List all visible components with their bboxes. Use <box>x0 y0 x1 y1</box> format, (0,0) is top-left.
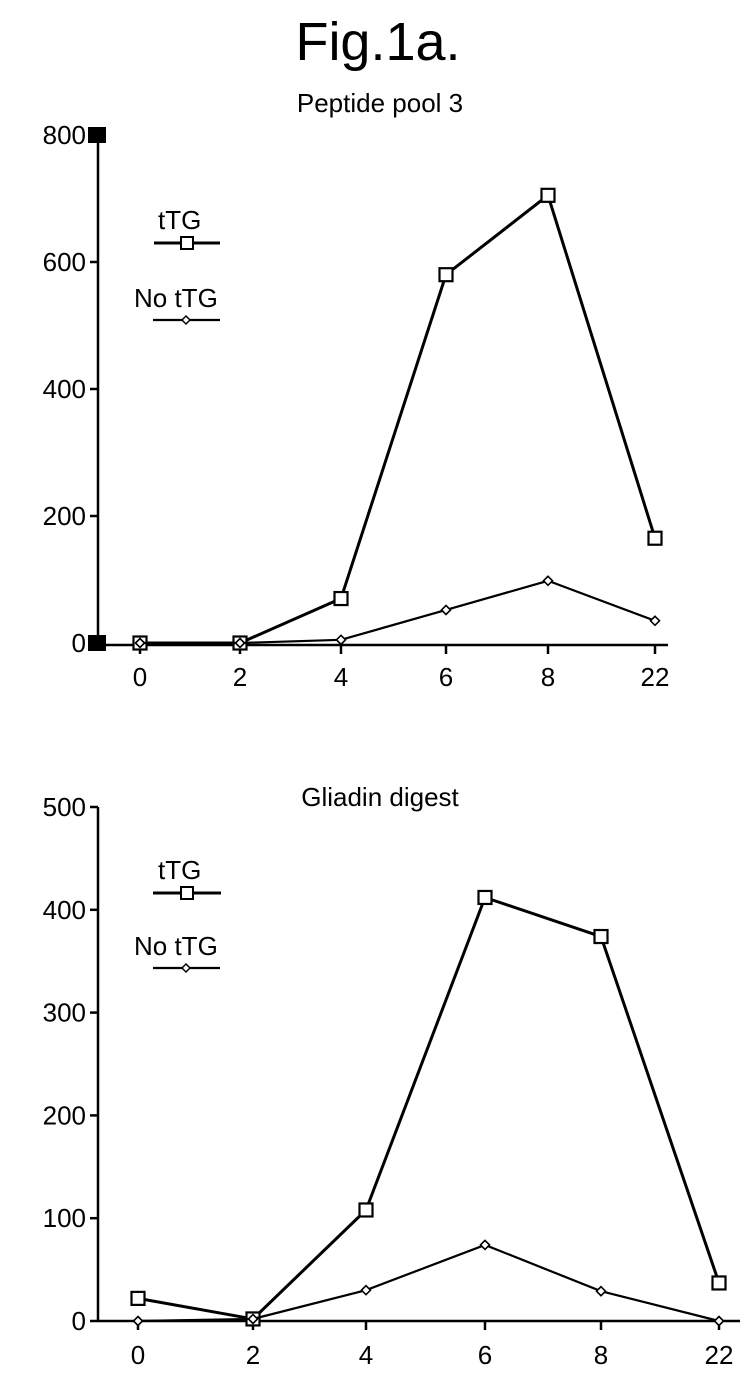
data-point-no-ttg <box>544 576 553 585</box>
x-tick-label: 4 <box>334 662 348 692</box>
data-point-no-ttg <box>651 616 660 625</box>
data-point-ttg <box>360 1203 373 1216</box>
data-point-ttg <box>713 1276 726 1289</box>
y-tick-label: 800 <box>43 120 86 150</box>
legend-label: tTG <box>158 855 201 885</box>
data-point-ttg <box>649 532 662 545</box>
data-point-ttg <box>335 592 348 605</box>
legend-label: No tTG <box>134 283 218 313</box>
y-tick-mark <box>88 127 106 143</box>
data-point-ttg <box>440 268 453 281</box>
y-tick-label: 200 <box>43 501 86 531</box>
chart-title: Peptide pool 3 <box>297 88 463 118</box>
series-line-ttg <box>138 897 719 1318</box>
y-tick-label: 400 <box>43 374 86 404</box>
chart-gliadin-digest: Gliadin digest 0 100 200 300 400 500 0 2 4 6 8 22 tTG… <box>43 782 740 1370</box>
data-point-no-ttg <box>362 1286 371 1295</box>
data-point-no-ttg <box>442 605 451 614</box>
data-point-no-ttg <box>715 1317 724 1326</box>
data-point-ttg <box>132 1292 145 1305</box>
y-tick-label: 400 <box>43 895 86 925</box>
data-point-no-ttg <box>481 1240 490 1249</box>
x-tick-label: 6 <box>439 662 453 692</box>
data-point-ttg <box>595 930 608 943</box>
chart-peptide-pool-3: Peptide pool 3 0 200 400 600 800 0 2 4 6 8 22 tTG No … <box>43 88 670 692</box>
legend-label: No tTG <box>134 931 218 961</box>
x-tick-label: 22 <box>641 662 670 692</box>
y-tick-mark <box>88 635 106 651</box>
y-tick-label: 500 <box>43 792 86 822</box>
x-tick-label: 2 <box>246 1340 260 1370</box>
data-point-ttg <box>542 189 555 202</box>
x-tick-label: 0 <box>131 1340 145 1370</box>
x-tick-label: 8 <box>541 662 555 692</box>
x-tick-label: 8 <box>594 1340 608 1370</box>
y-tick-label: 600 <box>43 247 86 277</box>
y-tick-label: 100 <box>43 1203 86 1233</box>
chart-title: Gliadin digest <box>301 782 459 812</box>
legend-marker-square-icon <box>181 237 193 249</box>
series-line-ttg <box>140 195 655 643</box>
x-tick-label: 2 <box>233 662 247 692</box>
y-tick-label: 300 <box>43 998 86 1028</box>
legend-label: tTG <box>158 205 201 235</box>
x-tick-label: 6 <box>478 1340 492 1370</box>
y-tick-label: 0 <box>72 1306 86 1336</box>
series-line-no-ttg <box>138 1245 719 1321</box>
data-point-ttg <box>479 891 492 904</box>
y-tick-label: 200 <box>43 1100 86 1130</box>
y-tick-label: 0 <box>72 628 86 658</box>
series-line-no-ttg <box>140 581 655 643</box>
legend-marker-square-icon <box>181 887 193 899</box>
x-tick-label: 4 <box>359 1340 373 1370</box>
legend-marker-diamond-icon <box>182 964 190 972</box>
x-tick-label: 22 <box>705 1340 734 1370</box>
data-point-no-ttg <box>134 1317 143 1326</box>
data-point-no-ttg <box>337 635 346 644</box>
x-tick-label: 0 <box>133 662 147 692</box>
legend-marker-diamond-icon <box>182 316 190 324</box>
data-point-no-ttg <box>597 1287 606 1296</box>
